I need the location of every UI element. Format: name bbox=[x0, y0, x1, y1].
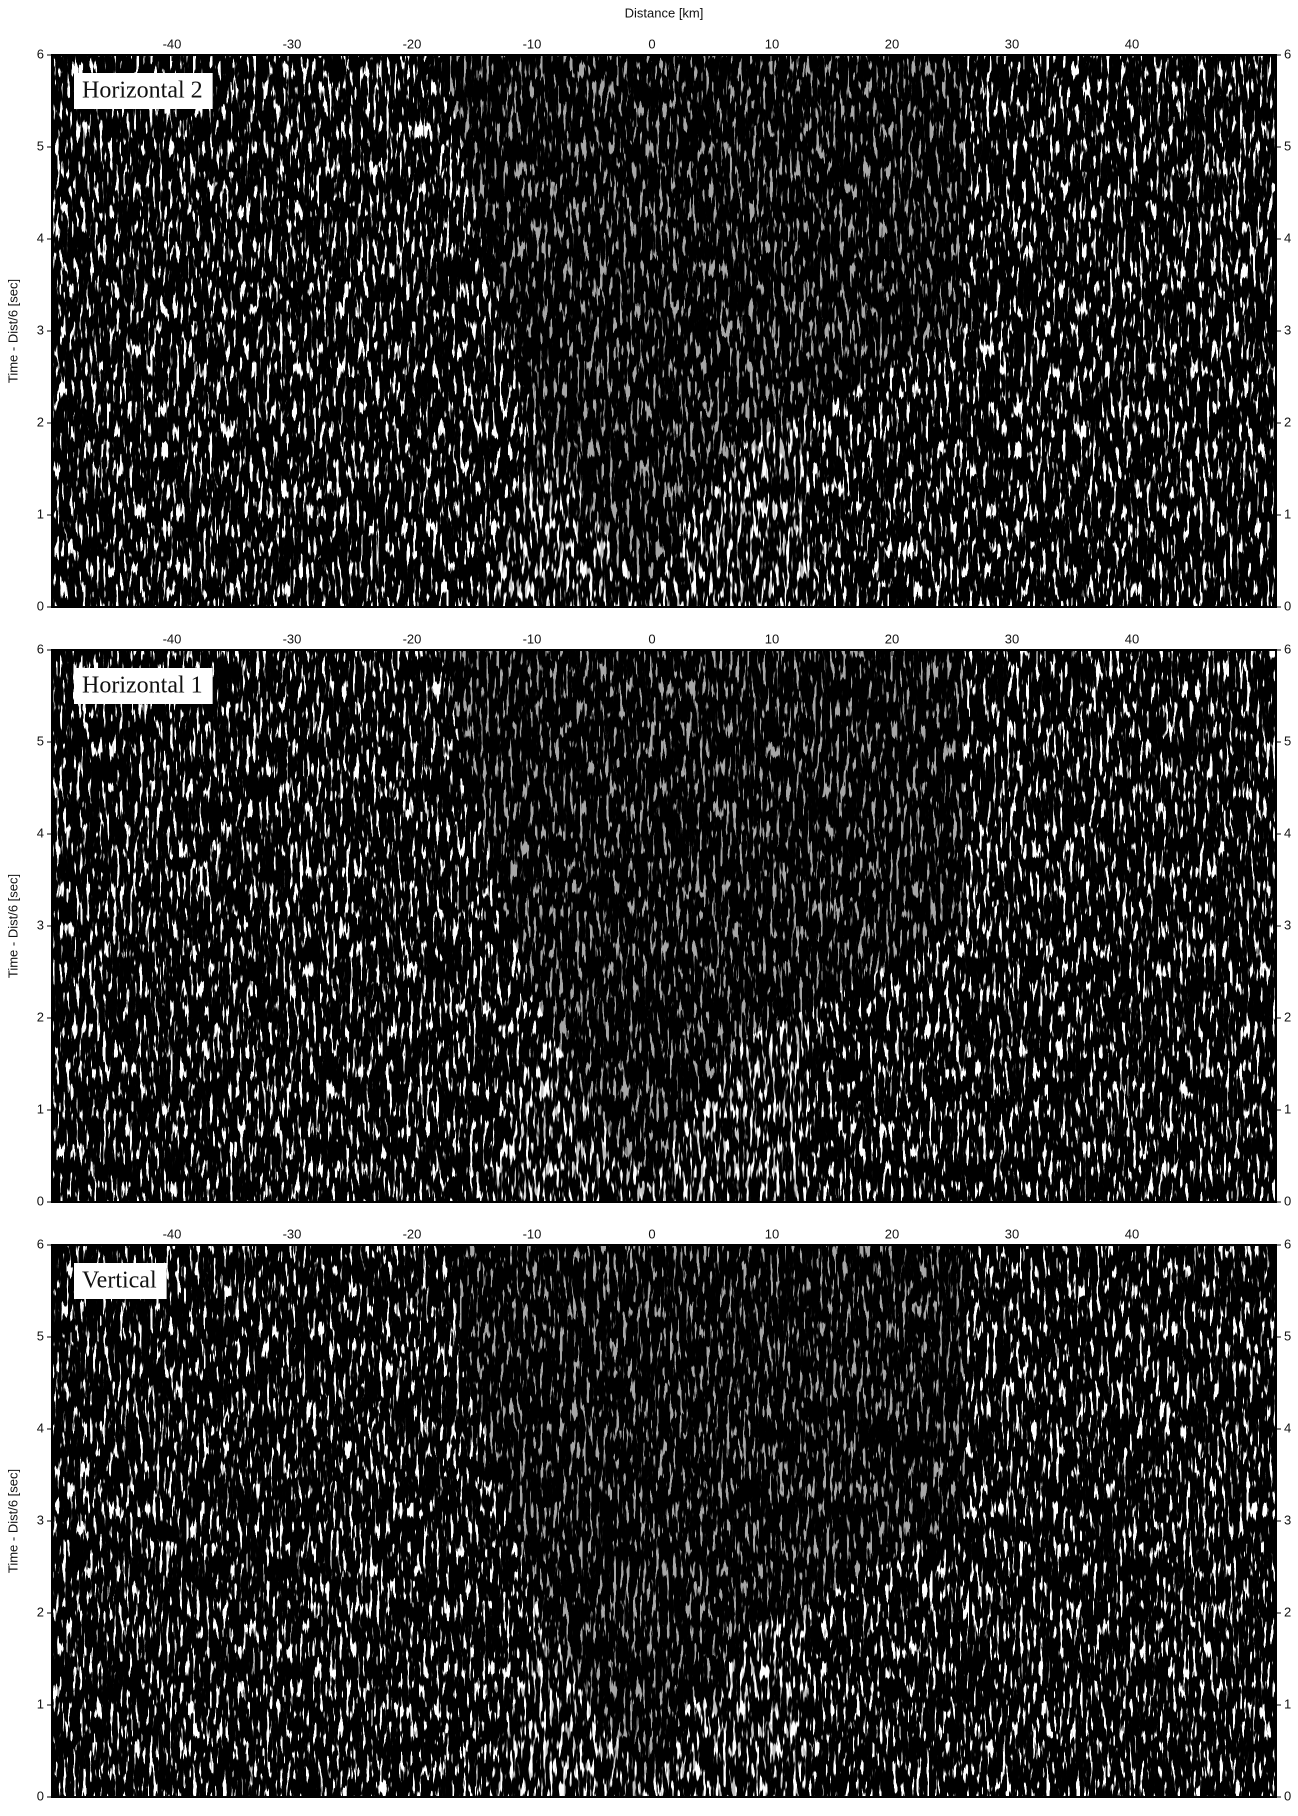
cone bbox=[442, 1245, 964, 1784]
y-tick-label-right: 3 bbox=[1284, 917, 1291, 932]
panel-label-box bbox=[74, 73, 213, 109]
y-tick-label-right: 4 bbox=[1284, 1420, 1291, 1435]
y-tick-label-right: 0 bbox=[1284, 1193, 1291, 1208]
x-tick-label: 10 bbox=[765, 631, 779, 646]
panel-label-box bbox=[74, 1263, 167, 1299]
y-axis-label: Time - Dist/6 [sec] bbox=[5, 279, 20, 383]
x-tick-label: 40 bbox=[1125, 1226, 1139, 1241]
x-tick-label: 0 bbox=[648, 631, 655, 646]
cone-shade bbox=[442, 1245, 964, 1784]
x-tick-label: 30 bbox=[1005, 631, 1019, 646]
y-tick-label-right: 5 bbox=[1284, 733, 1291, 748]
x-tick-label: 0 bbox=[648, 1226, 655, 1241]
y-tick-label: 4 bbox=[37, 825, 44, 840]
panel-label: Horizontal 1 bbox=[82, 673, 203, 699]
x-tick-label: 30 bbox=[1005, 1226, 1019, 1241]
cone bbox=[442, 650, 964, 1189]
dense-band bbox=[1108, 650, 1144, 1202]
panel-label: Vertical bbox=[82, 1268, 157, 1294]
cone-shade bbox=[442, 650, 964, 1189]
x-tick-label: 10 bbox=[765, 36, 779, 51]
y-tick-label: 6 bbox=[37, 46, 44, 61]
cone-shade bbox=[442, 55, 964, 594]
y-tick-label-right: 2 bbox=[1284, 1604, 1291, 1619]
x-tick-label: -20 bbox=[403, 36, 422, 51]
panel-label: Horizontal 2 bbox=[82, 78, 203, 104]
dense-band bbox=[88, 650, 232, 1202]
x-tick-label: -10 bbox=[523, 1226, 542, 1241]
y-tick-label: 2 bbox=[37, 1009, 44, 1024]
y-tick-label: 6 bbox=[37, 1236, 44, 1251]
y-tick-label: 5 bbox=[37, 733, 44, 748]
dense-band bbox=[1108, 55, 1144, 607]
y-tick-label-right: 4 bbox=[1284, 230, 1291, 245]
y-tick-label-right: 5 bbox=[1284, 1328, 1291, 1343]
dense-band bbox=[88, 1245, 232, 1797]
x-tick-label: 40 bbox=[1125, 36, 1139, 51]
y-tick-label-right: 6 bbox=[1284, 1236, 1291, 1251]
y-tick-label: 0 bbox=[37, 1788, 44, 1803]
y-tick-label-right: 3 bbox=[1284, 1512, 1291, 1527]
y-tick-label-right: 5 bbox=[1284, 138, 1291, 153]
y-tick-label-right: 6 bbox=[1284, 46, 1291, 61]
y-tick-label-right: 0 bbox=[1284, 1788, 1291, 1803]
x-tick-label: -10 bbox=[523, 631, 542, 646]
y-axis-label: Time - Dist/6 [sec] bbox=[5, 1469, 20, 1573]
y-tick-label: 2 bbox=[37, 1604, 44, 1619]
x-tick-label: 10 bbox=[765, 1226, 779, 1241]
x-tick-label: -10 bbox=[523, 36, 542, 51]
y-tick-label: 6 bbox=[37, 641, 44, 656]
y-tick-label: 1 bbox=[37, 506, 44, 521]
x-tick-label: -20 bbox=[403, 631, 422, 646]
x-tick-label: -30 bbox=[283, 631, 302, 646]
x-tick-label: 30 bbox=[1005, 36, 1019, 51]
x-tick-label: 20 bbox=[885, 631, 899, 646]
y-tick-label: 5 bbox=[37, 138, 44, 153]
y-tick-label-right: 2 bbox=[1284, 1009, 1291, 1024]
y-tick-label-right: 1 bbox=[1284, 506, 1291, 521]
y-tick-label-right: 1 bbox=[1284, 1696, 1291, 1711]
x-tick-label: -40 bbox=[163, 1226, 182, 1241]
y-tick-label: 0 bbox=[37, 598, 44, 613]
y-tick-label-right: 6 bbox=[1284, 641, 1291, 656]
x-tick-label: -40 bbox=[163, 36, 182, 51]
y-tick-label-right: 3 bbox=[1284, 322, 1291, 337]
dense-band bbox=[88, 55, 232, 607]
section-image bbox=[52, 55, 1276, 607]
y-axis-label: Time - Dist/6 [sec] bbox=[5, 874, 20, 978]
y-tick-label: 0 bbox=[37, 1193, 44, 1208]
x-tick-label: 20 bbox=[885, 36, 899, 51]
y-tick-label: 3 bbox=[37, 917, 44, 932]
y-tick-label: 1 bbox=[37, 1101, 44, 1116]
panel-label-box bbox=[74, 668, 213, 704]
x-tick-label: 20 bbox=[885, 1226, 899, 1241]
dense-band bbox=[1108, 1245, 1144, 1797]
x-tick-label: 0 bbox=[648, 36, 655, 51]
x-tick-label: -30 bbox=[283, 1226, 302, 1241]
x-tick-label: -40 bbox=[163, 631, 182, 646]
section-image bbox=[52, 1245, 1276, 1797]
x-tick-label: -20 bbox=[403, 1226, 422, 1241]
y-tick-label-right: 4 bbox=[1284, 825, 1291, 840]
y-tick-label: 5 bbox=[37, 1328, 44, 1343]
y-tick-label-right: 1 bbox=[1284, 1101, 1291, 1116]
y-tick-label-right: 2 bbox=[1284, 414, 1291, 429]
x-axis-label: Distance [km] bbox=[625, 5, 704, 20]
y-tick-label: 3 bbox=[37, 1512, 44, 1527]
x-tick-label: -30 bbox=[283, 36, 302, 51]
y-tick-label: 2 bbox=[37, 414, 44, 429]
x-tick-label: 40 bbox=[1125, 631, 1139, 646]
y-tick-label-right: 0 bbox=[1284, 598, 1291, 613]
cone bbox=[442, 55, 964, 594]
y-tick-label: 3 bbox=[37, 322, 44, 337]
y-tick-label: 1 bbox=[37, 1696, 44, 1711]
section-image bbox=[52, 650, 1276, 1202]
y-tick-label: 4 bbox=[37, 230, 44, 245]
y-tick-label: 4 bbox=[37, 1420, 44, 1435]
